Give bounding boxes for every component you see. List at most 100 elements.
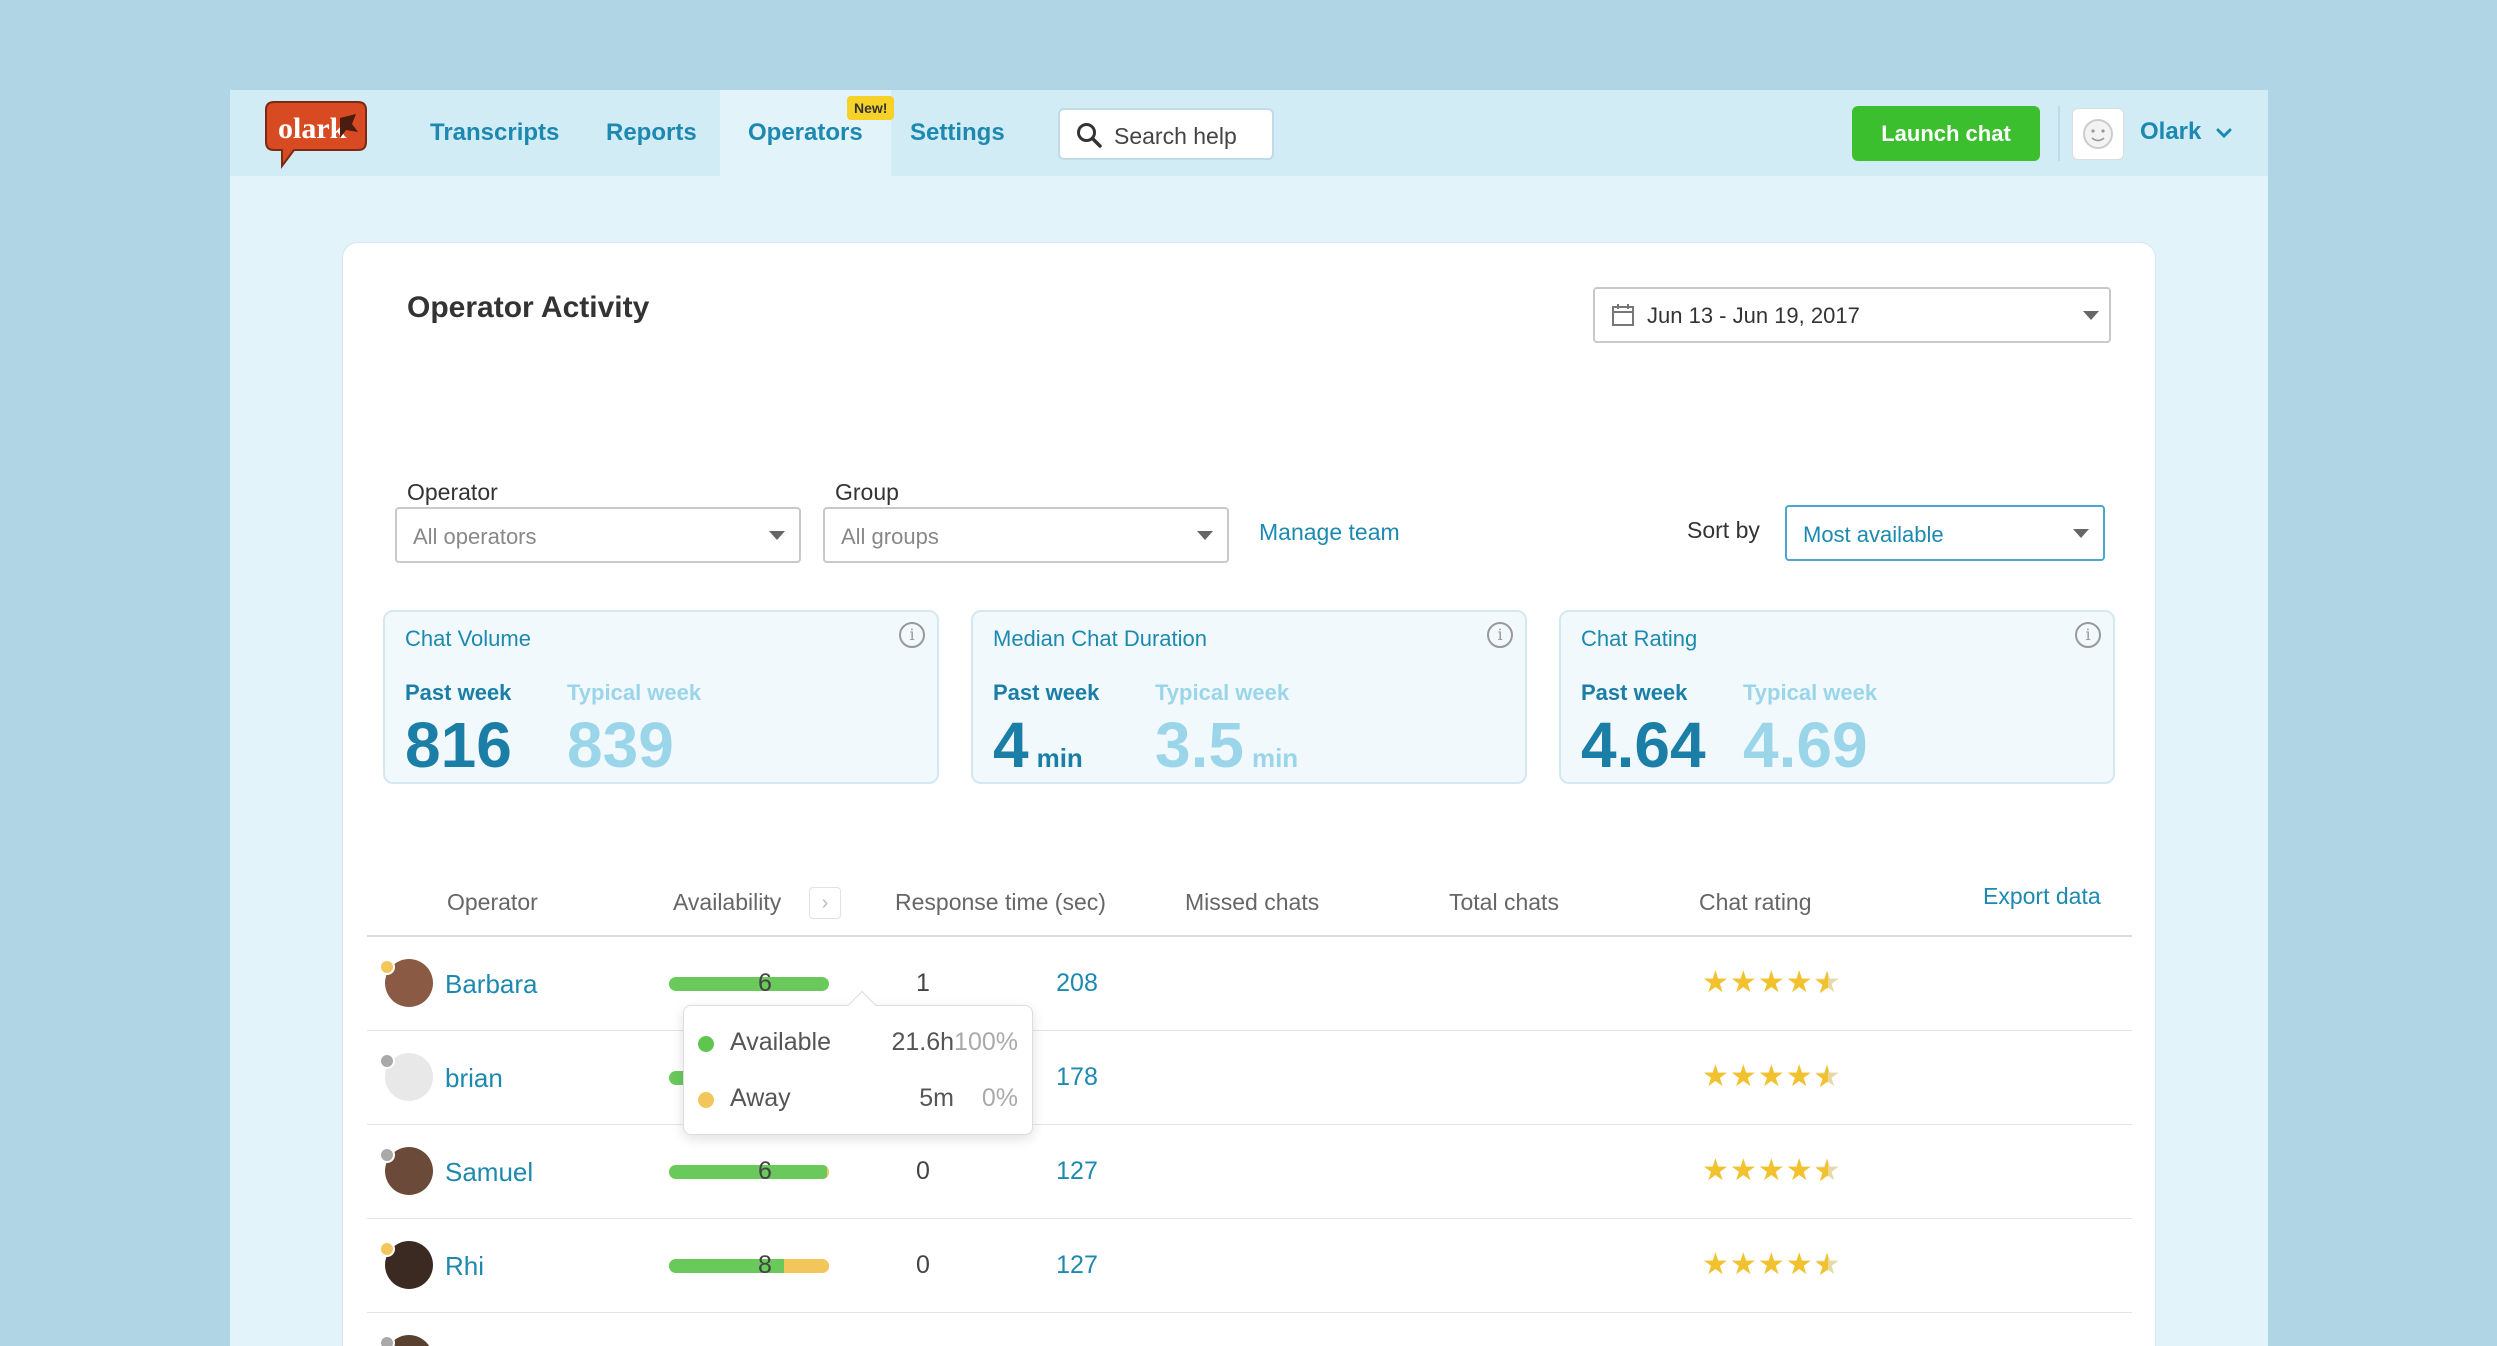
- status-dot-icon: [379, 1147, 395, 1163]
- past-week-value: 4: [993, 709, 1029, 781]
- operator-activity-card: Operator Activity Jun 13 - Jun 19, 2017 …: [342, 242, 2156, 1346]
- chat-rating-card: Chat Rating i Past week Typical week 4.6…: [1559, 610, 2115, 784]
- rating-stars: ★★★★★: [1702, 1059, 1842, 1094]
- half-star-icon: ★: [1814, 1154, 1842, 1187]
- smiley-avatar-icon: [2083, 119, 2113, 149]
- operator-select[interactable]: All operators: [395, 507, 801, 563]
- star-icon: ★: [1757, 1248, 1786, 1281]
- stat-title: Chat Rating: [1581, 626, 1698, 651]
- tooltip-percent: 100%: [954, 1028, 1018, 1056]
- operator-avatar: [385, 1335, 433, 1346]
- table-row[interactable]: brian80178★★★★★: [367, 1031, 2132, 1125]
- col-operator[interactable]: Operator: [447, 889, 538, 915]
- col-chat-rating[interactable]: Chat rating: [1699, 889, 1812, 915]
- sort-select[interactable]: Most available: [1785, 505, 2105, 561]
- calendar-icon: [1612, 304, 1634, 326]
- operator-name-link[interactable]: brian: [445, 1063, 503, 1093]
- sort-by-label: Sort by: [1687, 517, 1760, 543]
- response-time-cell: 8: [758, 1251, 772, 1279]
- nav-divider: [2058, 106, 2060, 161]
- rating-stars: ★★★★★: [1702, 1247, 1842, 1282]
- typical-week-value: 4.69: [1743, 709, 1868, 781]
- logo-text: olark: [278, 112, 347, 145]
- availability-bar[interactable]: [669, 1165, 829, 1179]
- missed-chats-cell: 0: [916, 1157, 930, 1185]
- status-dot-icon: [379, 1241, 395, 1257]
- col-missed-chats[interactable]: Missed chats: [1185, 889, 1320, 915]
- operator-name-link[interactable]: Barbara: [445, 969, 538, 999]
- median-duration-card: Median Chat Duration i Past week Typical…: [971, 610, 1527, 784]
- olark-logo[interactable]: olark: [260, 98, 372, 170]
- nav-reports[interactable]: Reports: [606, 119, 697, 146]
- col-availability[interactable]: Availability: [673, 889, 782, 915]
- star-icon: ★: [1729, 1248, 1758, 1281]
- table-row[interactable]: Rhi 8 0 127 ★★★★★: [367, 1219, 2132, 1313]
- search-icon: [1077, 123, 1102, 148]
- stat-title: Median Chat Duration: [993, 626, 1208, 651]
- half-star-icon: ★: [1814, 966, 1842, 999]
- away-dot-icon: [698, 1092, 714, 1108]
- past-week-value-group: 4 min: [993, 708, 1083, 782]
- info-icon[interactable]: i: [899, 622, 925, 648]
- account-avatar[interactable]: [2072, 108, 2124, 160]
- caret-down-icon: [1197, 531, 1213, 540]
- availability-bar[interactable]: [669, 1259, 829, 1273]
- status-dot-icon: [379, 959, 395, 975]
- typical-week-label: Typical week: [1155, 680, 1290, 705]
- chevron-down-icon[interactable]: [2215, 126, 2233, 140]
- past-week-label: Past week: [405, 680, 512, 705]
- export-data-link[interactable]: Export data: [1983, 883, 2101, 909]
- table-row[interactable]: Brooke100118★★★★★: [367, 1313, 2132, 1346]
- table-row[interactable]: Barbara 6 1 208 ★★★★★: [367, 937, 2132, 1031]
- chevron-right-icon[interactable]: ›: [809, 887, 841, 919]
- rating-stars: ★★★★★: [1702, 965, 1842, 1000]
- search-help-input[interactable]: Search help: [1058, 108, 1274, 160]
- account-menu[interactable]: Olark: [2140, 118, 2202, 145]
- unit-label: min: [1036, 743, 1083, 773]
- nav-transcripts[interactable]: Transcripts: [430, 119, 560, 146]
- total-chats-link[interactable]: 127: [1056, 1157, 1098, 1185]
- away-segment: [827, 1165, 829, 1179]
- operator-select-value: All operators: [413, 524, 537, 549]
- col-response-time[interactable]: Response time (sec): [895, 889, 1106, 915]
- tooltip-label: Available: [730, 1028, 832, 1056]
- col-total-chats[interactable]: Total chats: [1449, 889, 1559, 915]
- date-range-value: Jun 13 - Jun 19, 2017: [1647, 303, 1860, 328]
- app-window: olark Transcripts Reports Operators New!…: [230, 90, 2268, 1346]
- available-dot-icon: [698, 1036, 714, 1052]
- info-icon[interactable]: i: [1487, 622, 1513, 648]
- half-star-icon: ★: [1814, 1248, 1842, 1281]
- launch-chat-button[interactable]: Launch chat: [1852, 106, 2040, 161]
- group-filter-label: Group: [835, 479, 899, 505]
- past-week-label: Past week: [993, 680, 1100, 705]
- past-week-label: Past week: [1581, 680, 1688, 705]
- group-select[interactable]: All groups: [823, 507, 1229, 563]
- top-nav: olark Transcripts Reports Operators New!…: [230, 90, 2268, 176]
- date-range-select[interactable]: Jun 13 - Jun 19, 2017: [1593, 287, 2111, 343]
- operator-name-link[interactable]: Rhi: [445, 1251, 485, 1281]
- star-icon: ★: [1702, 1342, 1730, 1346]
- nav-settings[interactable]: Settings: [910, 119, 1005, 146]
- star-icon: ★: [1757, 966, 1786, 999]
- away-segment: [784, 1259, 829, 1273]
- star-icon: ★: [1702, 1060, 1730, 1093]
- star-icon: ★: [1702, 1248, 1730, 1281]
- tooltip-label: Away: [730, 1084, 791, 1112]
- available-segment: [669, 1259, 785, 1273]
- missed-chats-cell: 0: [916, 1251, 930, 1279]
- star-icon: ★: [1729, 1060, 1758, 1093]
- availability-bar[interactable]: [669, 977, 829, 991]
- total-chats-link[interactable]: 127: [1056, 1251, 1098, 1279]
- nav-operators[interactable]: Operators New!: [720, 90, 895, 176]
- manage-team-link[interactable]: Manage team: [1259, 519, 1400, 545]
- past-week-value: 816: [405, 709, 512, 781]
- caret-down-icon: [2083, 311, 2099, 320]
- group-select-value: All groups: [841, 524, 939, 549]
- info-icon[interactable]: i: [2075, 622, 2101, 648]
- header-divider: [367, 935, 2132, 937]
- total-chats-link[interactable]: 208: [1056, 969, 1098, 997]
- operator-name-link[interactable]: Samuel: [445, 1157, 534, 1187]
- total-chats-link[interactable]: 178: [1056, 1063, 1098, 1091]
- caret-down-icon: [2073, 529, 2089, 538]
- table-row[interactable]: Samuel 6 0 127 ★★★★★: [367, 1125, 2132, 1219]
